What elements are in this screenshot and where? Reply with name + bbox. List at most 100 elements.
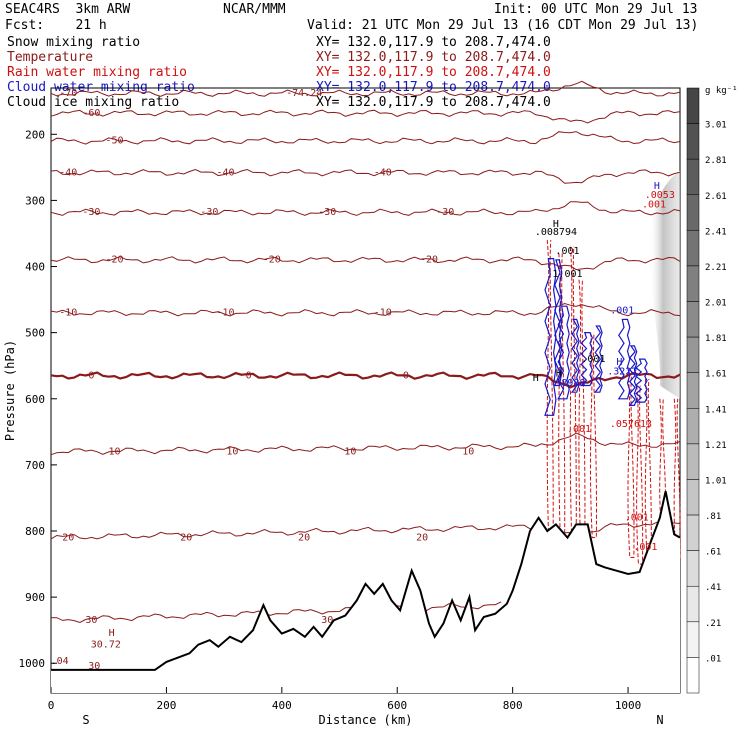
y-tick-label: 200 bbox=[25, 128, 45, 141]
rain-contour bbox=[673, 398, 681, 558]
x-tick-label: 600 bbox=[387, 699, 407, 712]
annotation-label: H bbox=[616, 357, 622, 368]
isotherm-label: -74.24 bbox=[286, 88, 322, 99]
isotherm-10 bbox=[50, 432, 681, 456]
header-fcst: Fcst: 21 h bbox=[5, 18, 107, 33]
annotation-label: .008794 bbox=[535, 227, 577, 238]
annotation-label: 1.001 bbox=[552, 269, 582, 280]
colorbar-label: 1.21 bbox=[705, 441, 727, 451]
y-tick-label: 900 bbox=[25, 591, 45, 604]
axes: 0 200 400 600 800 100020030040050060070080090… bbox=[3, 128, 664, 727]
field-name-snow: Snow mixing ratio bbox=[7, 35, 141, 50]
annotation-label: .04 bbox=[51, 656, 69, 667]
isotherm-label: -40 bbox=[59, 167, 77, 178]
isotherm-label: 0 bbox=[246, 370, 252, 381]
cloud-water-contour bbox=[593, 325, 603, 393]
isotherm-label: -40 bbox=[374, 167, 392, 178]
colorbar-swatch bbox=[686, 265, 700, 302]
isotherm-label: -20 bbox=[263, 255, 281, 266]
y-tick-label: 700 bbox=[25, 459, 45, 472]
annotation-label: H bbox=[553, 219, 559, 230]
isotherm-label: 0 bbox=[88, 370, 94, 381]
colorbar-label: 1.61 bbox=[705, 370, 727, 380]
snow-shading bbox=[649, 170, 680, 399]
annotation-label: .001 bbox=[633, 542, 657, 553]
terrain bbox=[51, 491, 681, 693]
colorbar-swatch bbox=[686, 123, 700, 160]
cloud-water-contour bbox=[634, 358, 648, 403]
colorbar-swatch bbox=[686, 372, 700, 409]
colorbar-label: .01 bbox=[705, 654, 721, 664]
cloud-water-contour bbox=[617, 318, 631, 400]
x-tick-label: 0 bbox=[48, 699, 55, 712]
x-end-label-north: N bbox=[656, 713, 663, 727]
isotherm-label: -60 bbox=[82, 108, 100, 119]
isotherm-label: -40 bbox=[217, 167, 235, 178]
rain-contour bbox=[569, 246, 577, 552]
field-xy-snow: XY= 132.0,117.9 to 208.7,474.0 bbox=[316, 35, 551, 50]
field-xy-rain: XY= 132.0,117.9 to 208.7,474.0 bbox=[316, 65, 551, 80]
field-name-cloud-ice: Cloud ice mixing ratio bbox=[7, 95, 180, 110]
rain-contour bbox=[627, 372, 635, 558]
field-name-temperature: Temperature bbox=[7, 50, 94, 65]
annotation-label: H bbox=[533, 373, 539, 384]
colorbar-swatch bbox=[686, 194, 700, 231]
colorbar-label: 1.41 bbox=[705, 405, 727, 415]
colorbar-swatch bbox=[686, 479, 700, 516]
isotherm-label: -30 bbox=[318, 207, 336, 218]
rain-contour bbox=[636, 385, 644, 565]
isotherm-label: -20 bbox=[105, 255, 123, 266]
colorbar-label: 3.01 bbox=[705, 121, 727, 131]
isotherm-label: 20 bbox=[180, 532, 192, 543]
header-org: NCAR/MMM bbox=[223, 2, 286, 17]
colorbar-swatch bbox=[686, 621, 700, 658]
colorbar-swatch bbox=[686, 301, 700, 338]
colorbar-swatch bbox=[686, 336, 700, 373]
rain-contour bbox=[546, 240, 554, 552]
annotation-label: .0053 bbox=[645, 190, 675, 201]
colorbar-label: .61 bbox=[705, 548, 721, 558]
annotation-label: 30 bbox=[88, 661, 100, 672]
field-xy-temperature: XY= 132.0,117.9 to 208.7,474.0 bbox=[316, 50, 551, 65]
colorbar-label: .81 bbox=[705, 512, 721, 522]
colorbar: 3.01 2.81 2.61 2.41 2.21 2.01 1.81 1.61 1.41 1.21… bbox=[686, 86, 738, 694]
annotations: H30.72.04 30H.008794.001.001H.8988H.3222.… bbox=[51, 181, 675, 672]
header-init: Init: 00 UTC Mon 29 Jul 13 bbox=[494, 2, 698, 17]
header-model: SEAC4RS 3km ARW bbox=[5, 2, 131, 17]
annotation-label: H bbox=[556, 368, 562, 379]
annotation-label: .001 bbox=[581, 354, 605, 365]
x-tick-label: 800 bbox=[503, 699, 523, 712]
isotherm-label: -30 bbox=[436, 207, 454, 218]
isotherm--30 bbox=[50, 201, 681, 216]
temperature-contours: -70 -74.24 -60 -50 -40 -40 -40 -30 -30 -30 -30 -20 -… bbox=[50, 80, 681, 626]
isotherm-label: 30 bbox=[85, 615, 97, 626]
cloud-water-contour bbox=[570, 318, 580, 393]
isotherm-label: 0 bbox=[403, 370, 409, 381]
x-tick-label: 200 bbox=[156, 699, 176, 712]
rain-contour bbox=[644, 378, 652, 558]
colorbar-swatch bbox=[686, 87, 700, 124]
annotation-label: .001 bbox=[642, 200, 666, 211]
terrain-fill bbox=[51, 491, 680, 693]
isotherm--10 bbox=[50, 302, 681, 317]
isotherm--40 bbox=[50, 168, 681, 184]
isotherm-label: -20 bbox=[420, 255, 438, 266]
colorbar-label: .21 bbox=[705, 619, 721, 629]
colorbar-swatch bbox=[686, 408, 700, 445]
colorbar-swatch bbox=[686, 585, 700, 623]
y-tick-label: 400 bbox=[25, 261, 45, 274]
isotherm--70 bbox=[50, 80, 681, 97]
annotation-label: .8988 bbox=[555, 378, 585, 389]
cloud-water-contours bbox=[544, 257, 648, 416]
y-tick-label: 1000 bbox=[19, 657, 46, 670]
cloud-water-contour bbox=[628, 345, 638, 406]
field-name-rain: Rain water mixing ratio bbox=[7, 65, 188, 80]
isotherm-label: 20 bbox=[298, 532, 310, 543]
y-tick-label: 600 bbox=[25, 393, 45, 406]
colorbar-label: 1.01 bbox=[705, 476, 727, 486]
isotherm-20 bbox=[50, 521, 681, 540]
isotherm-30 bbox=[50, 601, 502, 624]
isotherm-0 bbox=[50, 371, 681, 389]
isotherm-label: 10 bbox=[462, 446, 474, 457]
colorbar-label: 2.01 bbox=[705, 299, 727, 309]
